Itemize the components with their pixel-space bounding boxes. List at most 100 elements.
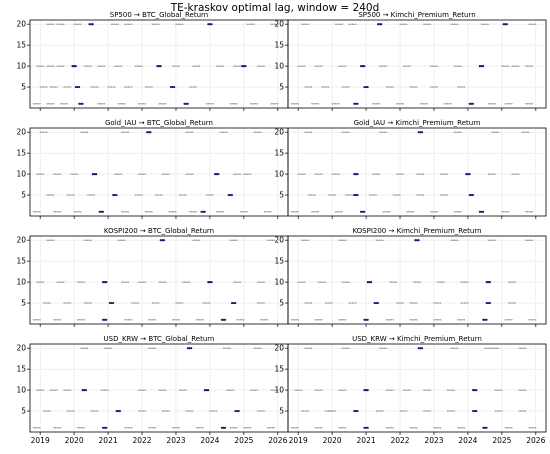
data-point [172, 319, 174, 321]
data-point [276, 103, 279, 105]
data-point [208, 23, 212, 26]
data-point [351, 23, 354, 25]
data-point [59, 65, 62, 67]
data-point [509, 319, 512, 321]
data-point [170, 211, 172, 213]
data-point [95, 410, 97, 412]
data-point [375, 410, 378, 412]
data-point [76, 319, 79, 321]
data-point [445, 103, 447, 105]
data-point [54, 173, 57, 175]
data-point [348, 281, 350, 283]
data-point [460, 86, 462, 88]
data-point [485, 23, 488, 25]
data-point [363, 64, 366, 68]
data-point [480, 64, 483, 68]
data-point [231, 103, 233, 105]
data-point [210, 194, 213, 196]
data-point [496, 410, 498, 412]
data-point [153, 23, 155, 25]
data-point [412, 211, 415, 213]
y-tick-label: 20 [274, 128, 284, 137]
data-point [314, 194, 316, 196]
data-point [497, 389, 500, 391]
x-tick-label: 2026 [526, 436, 545, 445]
data-point [304, 410, 306, 412]
data-point [181, 23, 184, 25]
data-point [504, 23, 507, 26]
data-point [186, 347, 190, 350]
data-point [78, 281, 81, 283]
data-point [156, 302, 158, 304]
data-point [366, 388, 369, 392]
data-point [390, 319, 393, 321]
data-point [463, 86, 466, 88]
data-point [46, 131, 48, 133]
data-point [188, 211, 191, 213]
data-point [363, 318, 366, 321]
data-point [185, 194, 187, 196]
data-point [39, 86, 42, 88]
data-point [526, 65, 529, 67]
data-point [377, 173, 379, 175]
data-point [343, 239, 345, 241]
data-point [387, 319, 389, 321]
data-point [80, 319, 82, 321]
data-point [349, 194, 352, 196]
data-point [336, 23, 339, 25]
data-point [316, 211, 318, 213]
y-tick-label: 5 [21, 191, 26, 200]
data-point [530, 427, 532, 429]
data-point [109, 86, 111, 88]
data-point [122, 239, 125, 241]
data-point [100, 103, 103, 105]
data-point [525, 211, 527, 213]
data-point [139, 281, 142, 283]
data-point [494, 410, 497, 412]
data-point [524, 389, 527, 391]
data-point [305, 410, 308, 412]
data-point [494, 389, 497, 391]
data-point [141, 281, 143, 283]
data-point [412, 319, 415, 321]
data-point [270, 23, 272, 25]
data-point [253, 23, 255, 25]
data-point [387, 389, 389, 391]
data-point [180, 302, 182, 304]
data-point [188, 131, 191, 133]
data-point [261, 65, 264, 67]
data-point [119, 239, 121, 241]
data-point [290, 211, 293, 213]
data-point [304, 65, 306, 67]
data-point [126, 319, 128, 321]
data-point [319, 319, 321, 321]
data-point [234, 301, 237, 305]
data-point [149, 347, 152, 349]
data-point [258, 347, 260, 349]
data-point [204, 302, 206, 304]
data-point [531, 319, 534, 321]
data-point [197, 65, 199, 67]
y-tick-label: 20 [16, 344, 26, 353]
data-point [451, 389, 454, 391]
data-point [198, 319, 201, 321]
data-point [83, 347, 86, 349]
data-point [121, 131, 123, 133]
data-point [235, 409, 239, 413]
data-point [397, 173, 400, 175]
data-point [492, 103, 495, 105]
data-point [69, 389, 72, 391]
data-point [509, 103, 512, 105]
data-point [412, 86, 415, 88]
data-point [68, 410, 70, 412]
data-point [120, 239, 123, 241]
data-point [329, 302, 332, 304]
data-point [56, 173, 58, 175]
data-point [159, 239, 162, 242]
data-point [463, 281, 466, 283]
data-point [273, 389, 276, 391]
data-point [120, 65, 123, 67]
data-point [480, 23, 483, 25]
data-point [127, 281, 130, 283]
plot-frame [287, 235, 547, 325]
